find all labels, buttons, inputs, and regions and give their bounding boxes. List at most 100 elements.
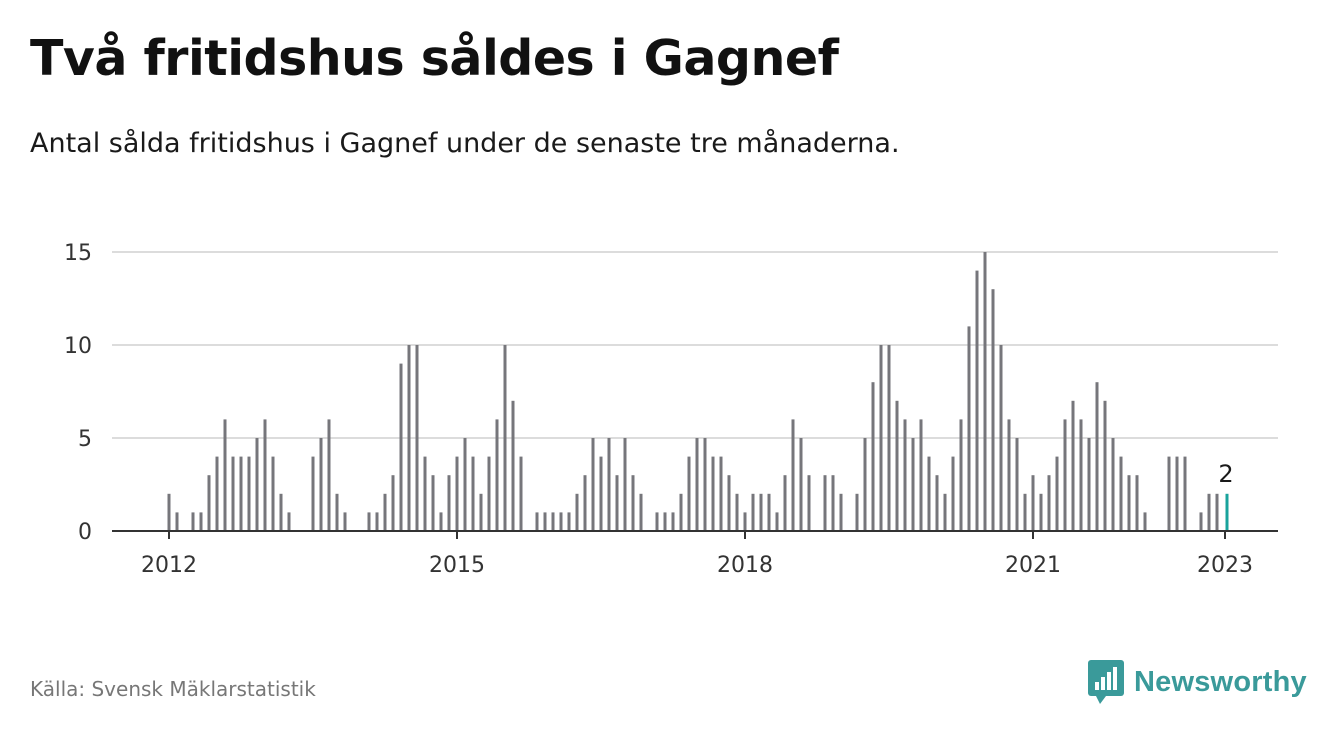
bar-2016-09	[615, 475, 619, 531]
bar-2012-01	[167, 493, 171, 531]
bar-2014-07	[407, 345, 411, 531]
bar-2020-03	[951, 456, 955, 531]
x-tick-label: 2021	[1005, 553, 1061, 578]
bar-2020-07	[983, 252, 987, 531]
bar-2014-10	[431, 475, 435, 531]
bar-2015-08	[511, 400, 515, 531]
brand-name: Newsworthy	[1134, 665, 1307, 698]
bar-2021-10	[1103, 400, 1107, 531]
bar-2017-05	[679, 493, 683, 531]
bar-2021-03	[1047, 475, 1051, 531]
newsworthy-logo[interactable]: Newsworthy	[1088, 660, 1307, 704]
y-tick-label: 5	[78, 427, 92, 452]
bar-2013-11	[343, 512, 347, 531]
bar-2021-08	[1087, 438, 1091, 531]
bar-2013-09	[327, 419, 331, 531]
bar-2019-12	[927, 456, 931, 531]
bar-2015-11	[535, 512, 539, 531]
bar-2016-12	[639, 493, 643, 531]
bar-2018-06	[783, 475, 787, 531]
bar-2016-02	[559, 512, 563, 531]
x-tick-label: 2018	[717, 553, 773, 578]
bar-2017-12	[735, 493, 739, 531]
axes: 0 5 10 15 2012 2015 2018 2021 2023	[64, 241, 1278, 578]
bar-2013-04	[287, 512, 291, 531]
bar-2019-01	[839, 493, 843, 531]
bar-2018-05	[775, 512, 779, 531]
bar-2015-07	[503, 345, 507, 531]
source-note: Källa: Svensk Mäklarstatistik	[30, 677, 316, 701]
bar-2017-08	[703, 438, 707, 531]
bar-2019-06	[879, 345, 883, 531]
bar-2012-05	[199, 512, 203, 531]
bar-2016-04	[575, 493, 579, 531]
bar-2017-02	[655, 512, 659, 531]
bar-2012-07	[215, 456, 219, 531]
bar-2021-02	[1039, 493, 1043, 531]
bar-2017-11	[727, 475, 731, 531]
bar-2020-01	[935, 475, 939, 531]
bar-2021-12	[1119, 456, 1123, 531]
bar-2013-01	[263, 419, 267, 531]
bar-2012-02	[175, 512, 179, 531]
bar-2021-01	[1031, 475, 1035, 531]
bar-2018-12	[831, 475, 835, 531]
bar-2022-10	[1199, 512, 1203, 531]
bar-2014-09	[423, 456, 427, 531]
bar-2016-03	[567, 512, 571, 531]
bar-2021-05	[1063, 419, 1067, 531]
bar-2018-03	[759, 493, 763, 531]
grid-lines	[112, 251, 1278, 439]
bar-2022-01	[1127, 475, 1131, 531]
x-tick-label: 2023	[1197, 553, 1253, 578]
bar-2019-08	[895, 400, 899, 531]
bar-2018-04	[767, 493, 771, 531]
bar-2012-10	[239, 456, 243, 531]
bar-2018-11	[823, 475, 827, 531]
bar-2013-10	[335, 493, 339, 531]
bar-2015-06	[495, 419, 499, 531]
y-tick-label: 15	[64, 241, 92, 266]
x-tick-label: 2012	[141, 553, 197, 578]
bar-2015-01	[455, 456, 459, 531]
bar-2017-07	[695, 438, 699, 531]
bar-2016-08	[607, 438, 611, 531]
bar-2022-12	[1215, 493, 1219, 531]
bar-2015-02	[463, 438, 467, 531]
bar-chart: 2 0 5 10 15 2012 2015 2018 2021 2023	[64, 241, 1278, 578]
bar-2015-12	[543, 512, 547, 531]
bar-2020-12	[1023, 493, 1027, 531]
bar-2017-10	[719, 456, 723, 531]
bar-2012-11	[247, 456, 251, 531]
bar-2020-08	[991, 289, 995, 531]
bar-2022-08	[1183, 456, 1187, 531]
bar-2019-03	[855, 493, 859, 531]
bar-2019-09	[903, 419, 907, 531]
bars: 2	[167, 252, 1234, 531]
chart-subtitle: Antal sålda fritidshus i Gagnef under de…	[30, 128, 900, 159]
newsworthy-icon	[1088, 660, 1124, 704]
bar-2016-10	[623, 438, 627, 531]
bar-2016-06	[591, 438, 595, 531]
bar-2016-05	[583, 475, 587, 531]
bar-2022-11	[1207, 493, 1211, 531]
bar-2012-08	[223, 419, 227, 531]
bar-2021-11	[1111, 438, 1115, 531]
bar-2014-08	[415, 345, 419, 531]
bar-2022-02	[1135, 475, 1139, 531]
bar-2015-09	[519, 456, 523, 531]
bar-2017-04	[671, 512, 675, 531]
bar-2016-11	[631, 475, 635, 531]
bar-2020-05	[967, 326, 971, 531]
highlight-value-label: 2	[1218, 460, 1233, 488]
bar-2020-09	[999, 345, 1003, 531]
bar-2015-03	[471, 456, 475, 531]
bar-2018-09	[807, 475, 811, 531]
x-tick-label: 2015	[429, 553, 485, 578]
y-tick-label: 10	[64, 334, 92, 359]
bar-2014-11	[439, 512, 443, 531]
bar-2014-12	[447, 475, 451, 531]
bar-2018-02	[751, 493, 755, 531]
bar-2012-04	[191, 512, 195, 531]
bar-2012-06	[207, 475, 211, 531]
